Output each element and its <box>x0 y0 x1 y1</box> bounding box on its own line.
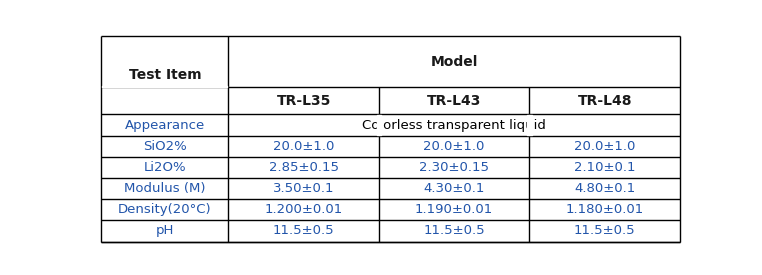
Text: Model: Model <box>431 54 478 68</box>
Text: Appearance: Appearance <box>125 119 205 131</box>
Text: Li2O%: Li2O% <box>143 161 186 174</box>
Text: Colorless transparent liquid: Colorless transparent liquid <box>362 119 546 131</box>
Text: 20.0±1.0: 20.0±1.0 <box>574 140 636 153</box>
Text: 2.10±0.1: 2.10±0.1 <box>574 161 636 174</box>
Text: Test Item: Test Item <box>129 68 201 82</box>
Text: TR-L35: TR-L35 <box>277 94 331 108</box>
Text: TR-L48: TR-L48 <box>578 94 632 108</box>
Text: pH: pH <box>155 224 174 238</box>
Text: 11.5±0.5: 11.5±0.5 <box>574 224 636 238</box>
Text: 11.5±0.5: 11.5±0.5 <box>273 224 335 238</box>
Text: 1.200±0.01: 1.200±0.01 <box>264 203 343 216</box>
Text: 1.190±0.01: 1.190±0.01 <box>415 203 493 216</box>
Text: SiO2%: SiO2% <box>143 140 187 153</box>
Text: Modulus (M): Modulus (M) <box>124 182 206 195</box>
Text: 4.30±0.1: 4.30±0.1 <box>424 182 485 195</box>
Text: 1.180±0.01: 1.180±0.01 <box>565 203 644 216</box>
Text: Density(20°C): Density(20°C) <box>118 203 212 216</box>
Text: 2.30±0.15: 2.30±0.15 <box>419 161 489 174</box>
Text: 11.5±0.5: 11.5±0.5 <box>424 224 485 238</box>
Text: 20.0±1.0: 20.0±1.0 <box>273 140 335 153</box>
Text: 20.0±1.0: 20.0±1.0 <box>424 140 485 153</box>
Text: 4.80±0.1: 4.80±0.1 <box>574 182 636 195</box>
Text: TR-L43: TR-L43 <box>427 94 482 108</box>
Text: 2.85±0.15: 2.85±0.15 <box>269 161 339 174</box>
Text: 3.50±0.1: 3.50±0.1 <box>273 182 335 195</box>
